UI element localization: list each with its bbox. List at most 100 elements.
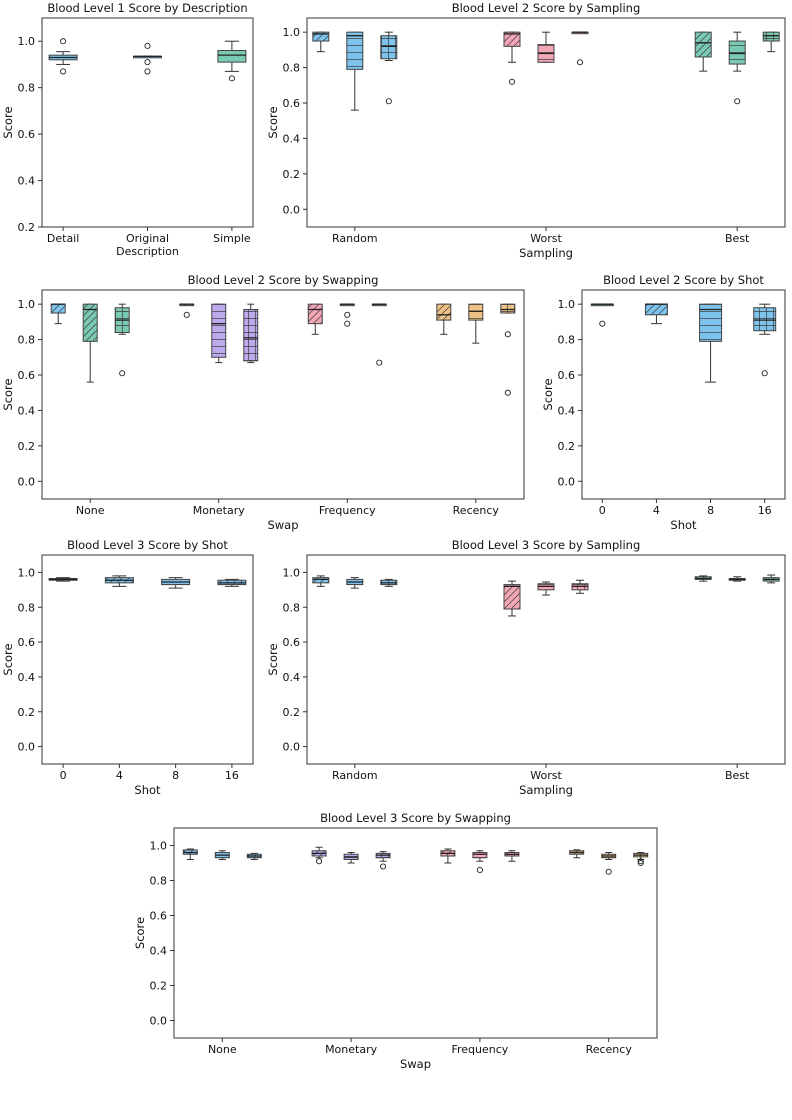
box-body [50,303,66,314]
y-axis-label: Score [1,643,15,675]
x-axis-label: Swap [400,1057,431,1071]
y-tick-label: 0.2 [18,440,36,453]
y-tick-label: 0.8 [18,601,36,614]
y-tick-label: 0.6 [283,636,301,649]
box-body [728,40,746,65]
y-axis-label: Score [1,378,15,410]
box-worst-1 [537,581,555,596]
box-body [472,852,488,859]
x-tick-label: 4 [116,769,123,782]
chart-p6: Blood Level 3 Score by Sampling 0.0 0.2 0.4… [266,538,786,797]
x-tick-label: Frequency [319,504,376,517]
box-body [699,303,723,342]
outlier-point [228,75,235,82]
x-tick-label: None [208,1043,237,1056]
box-body [468,303,484,321]
y-tick-label: 1.0 [150,840,168,853]
outlier-point [144,42,151,49]
plot-frame [41,289,525,500]
box-frequency-0 [307,303,323,335]
x-tick-label: Monetary [325,1043,378,1056]
box-best-2 [762,574,780,584]
box-frequency-2 [371,303,387,366]
box-body [243,308,259,362]
chart-p7: Blood Level 3 Score by Swapping 0.0 0.2 0.4… [133,811,658,1071]
chart-title: Blood Level 1 Score by Description [47,1,247,15]
box-random-0 [312,31,330,53]
box-best-0 [694,575,712,582]
y-axis-label: Score [133,917,147,949]
x-tick-label: 0 [60,769,67,782]
box-4-0 [104,575,134,587]
y-tick-label: 0.6 [18,636,36,649]
chart-title: Blood Level 2 Score by Shot [603,273,764,287]
chart-title: Blood Level 3 Score by Sampling [452,538,641,552]
y-tick-label: 0.8 [558,334,576,347]
box-worst-0 [503,580,521,617]
x-axis-label: Shot [134,783,161,797]
box-best-1 [728,576,746,582]
box-4-0 [644,303,668,325]
outlier-point [144,59,151,66]
box-random-2 [380,31,398,105]
chart-p4: Blood Level 2 Score by Shot 0.0 0.2 0.4 0.6 0… [541,273,786,532]
chart-title: Blood Level 3 Score by Shot [67,538,228,552]
y-tick-label: 0.4 [18,175,36,188]
x-axis-label: Sampling [519,783,573,797]
outlier-point [504,331,511,338]
x-tick-label: 8 [172,769,179,782]
box-recency-0 [436,303,452,335]
box-body [312,31,330,42]
outlier-point [734,98,741,105]
x-tick-label: 16 [225,769,239,782]
y-axis-label: Score [1,106,15,138]
box-best-2 [762,31,780,53]
outlier-point [605,868,612,875]
plot-frame [41,554,254,765]
box-none-0 [182,848,198,860]
box-8-0 [161,577,191,589]
box-random-1 [346,31,364,111]
outlier-point [637,858,644,865]
y-tick-label: 0.0 [150,1015,168,1028]
box-body [762,31,780,42]
outlier-point [380,863,387,870]
box-worst-0 [503,31,521,85]
box-random-2 [380,578,398,587]
outlier-point [637,859,644,867]
plot-frame [581,289,786,500]
y-tick-label: 0.0 [283,203,301,216]
y-tick-label: 1.0 [558,298,576,311]
box-worst-2 [571,579,589,594]
chart-p1: Blood Level 1 Score by Description 0.2 0.4… [1,1,254,258]
box-original-description-0 [133,42,162,75]
box-monetary-2 [375,851,391,870]
outlier-point [576,59,584,66]
box-monetary-1 [211,303,227,364]
y-tick-label: 0.4 [18,404,36,417]
box-body [436,303,452,321]
outlier-point [60,38,67,45]
y-tick-label: 1.0 [18,298,36,311]
box-body [753,307,777,332]
y-tick-label: 1.0 [283,26,301,39]
x-axis-label: Swap [267,518,298,532]
y-tick-label: 0.8 [283,62,301,75]
box-simple-0 [217,40,247,82]
outlier-point [183,311,190,318]
outlier-point [316,858,323,865]
box-recency-0 [569,849,585,859]
y-tick-label: 0.0 [18,475,36,488]
x-tick-label: Frequency [451,1043,508,1056]
outlier-point [476,866,483,874]
box-recency-1 [468,303,484,344]
plot-frame [41,17,254,228]
y-tick-label: 0.8 [18,334,36,347]
box-random-1 [346,577,364,589]
box-best-1 [728,31,746,105]
y-tick-label: 0.4 [283,671,301,684]
y-axis-label: Score [541,378,555,410]
outlier-point [385,98,392,105]
outlier-point [508,78,516,85]
box-frequency-2 [504,850,520,862]
